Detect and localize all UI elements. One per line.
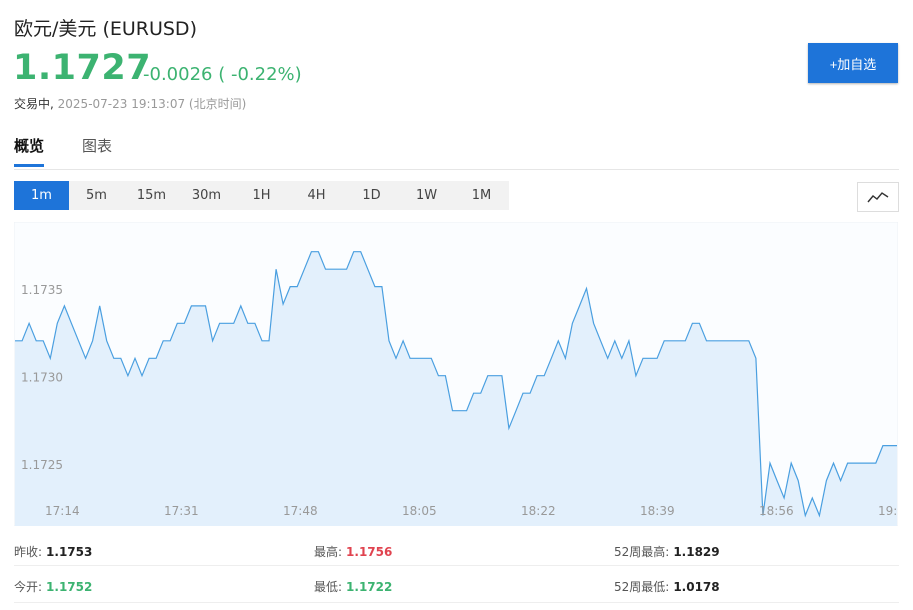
stat-value: 1.1756	[346, 545, 393, 559]
stat-high: 最高: 1.1756	[314, 543, 392, 560]
interval-5m[interactable]: 5m	[86, 188, 107, 203]
price-chart-svg: 1.1735 1.1730 1.1725 17:14 17:31 17:48 18:05 18…	[13, 221, 905, 527]
stat-value: 1.1753	[46, 545, 93, 559]
interval-1w[interactable]: 1W	[415, 188, 438, 203]
y-tick-label: 1.1730	[21, 370, 63, 384]
stat-open: 今开: 1.1752	[14, 578, 92, 595]
price-chart: 1.1735 1.1730 1.1725 17:14 17:31 17:48 18:05 18…	[13, 221, 905, 530]
interval-30m[interactable]: 30m	[191, 188, 222, 203]
interval-selector: 1m 5m 15m 30m 1H 4H 1D 1W 1M	[14, 181, 509, 210]
interval-1h[interactable]: 1H	[252, 188, 271, 203]
x-tick-label: 17:31	[164, 504, 199, 518]
stat-label: 昨收:	[14, 545, 43, 559]
stat-label: 最高:	[314, 545, 343, 559]
x-tick-label: 17:14	[45, 504, 80, 518]
stat-value: 1.1752	[46, 580, 93, 594]
stat-52w-high: 52周最高: 1.1829	[614, 543, 720, 560]
stat-value: 1.1722	[346, 580, 393, 594]
series-line	[15, 251, 897, 518]
interval-1mo[interactable]: 1M	[471, 188, 492, 203]
interval-1m[interactable]: 1m	[14, 181, 69, 210]
stat-52w-low: 52周最低: 1.0178	[614, 578, 720, 595]
x-tick-label: 18:05	[402, 504, 437, 518]
instrument-title: 欧元/美元 (EURUSD)	[14, 18, 197, 40]
tabs-divider	[14, 169, 899, 170]
stat-label: 52周最高:	[614, 545, 670, 559]
y-tick-label: 1.1735	[21, 283, 63, 297]
stats-divider	[14, 602, 899, 603]
quote-timestamp: 2025-07-23 19:13:07 (北京时间)	[57, 97, 247, 111]
quote-stats: 昨收: 1.1753 最高: 1.1756 52周最高: 1.1829 今开: 1.17…	[0, 534, 913, 610]
x-tick-label: 18:39	[640, 504, 675, 518]
trading-status: 交易中,	[14, 97, 54, 111]
stat-label: 今开:	[14, 580, 43, 594]
stat-label: 最低:	[314, 580, 343, 594]
interval-15m[interactable]: 15m	[136, 188, 167, 203]
stats-divider	[14, 565, 899, 566]
tab-overview[interactable]: 概览	[14, 135, 45, 167]
price-change: -0.0026 ( -0.22%)	[143, 64, 302, 85]
stat-value: 1.1829	[673, 545, 720, 559]
interval-4h[interactable]: 4H	[307, 188, 326, 203]
x-tick-label: 19:1	[878, 504, 898, 518]
stat-prev-close: 昨收: 1.1753	[14, 543, 92, 560]
trading-status-line: 交易中, 2025-07-23 19:13:07 (北京时间)	[14, 95, 246, 112]
stat-label: 52周最低:	[614, 580, 670, 594]
x-tick-label: 17:48	[283, 504, 318, 518]
add-to-watchlist-button[interactable]: +加自选	[808, 43, 898, 83]
stat-low: 最低: 1.1722	[314, 578, 392, 595]
x-tick-label: 18:22	[521, 504, 556, 518]
last-price: 1.1727	[13, 48, 152, 88]
stat-value: 1.0178	[673, 580, 720, 594]
y-tick-label: 1.1725	[21, 458, 63, 472]
tab-chart[interactable]: 图表	[82, 137, 113, 155]
x-tick-label: 18:56	[759, 504, 794, 518]
chart-type-toggle[interactable]	[857, 182, 899, 212]
line-chart-icon	[867, 192, 889, 203]
view-tabs: 概览 图表	[14, 135, 150, 167]
interval-1d[interactable]: 1D	[362, 188, 381, 203]
